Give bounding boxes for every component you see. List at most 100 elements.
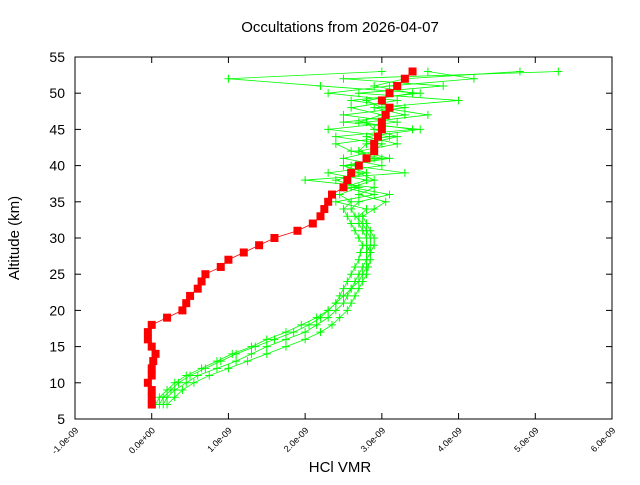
data-point-square (377, 125, 386, 134)
data-point-plus (339, 299, 348, 308)
data-point-plus (324, 89, 333, 98)
data-point-plus (339, 110, 348, 119)
data-point-plus (393, 96, 402, 105)
x-tick-label: 5.0e-09 (512, 425, 541, 454)
data-point-plus (370, 205, 379, 214)
data-point-square (308, 219, 317, 228)
series-line (162, 71, 520, 405)
data-point-plus (400, 168, 409, 177)
y-tick-label: 20 (49, 302, 65, 318)
data-point-square (147, 371, 156, 380)
data-point-square (239, 248, 248, 257)
data-point-plus (347, 147, 356, 156)
data-point-plus (416, 125, 425, 134)
data-point-plus (339, 205, 348, 214)
data-point-plus (347, 205, 356, 214)
data-point-plus (347, 183, 356, 192)
data-point-plus (423, 67, 432, 76)
data-point-plus (343, 212, 352, 221)
data-point-plus (331, 176, 340, 185)
data-point-plus (366, 241, 375, 250)
data-point-square (147, 386, 156, 395)
data-point-plus (362, 139, 371, 148)
x-axis-label: HCl VMR (309, 459, 372, 476)
series-line (155, 71, 474, 405)
data-point-square (374, 132, 383, 141)
data-point-plus (247, 349, 256, 358)
data-point-plus (454, 96, 463, 105)
data-point-square (347, 168, 356, 177)
data-point-square (377, 118, 386, 127)
plot-frame (74, 56, 613, 420)
x-tick-label: -1.0e-09 (50, 425, 81, 456)
data-point-plus (243, 357, 252, 366)
data-point-square (324, 197, 333, 206)
data-point-square (408, 67, 417, 76)
data-point-square (147, 342, 156, 351)
data-point-square (147, 364, 156, 373)
data-point-plus (347, 96, 356, 105)
data-point-plus (343, 291, 352, 300)
data-point-plus (297, 320, 306, 329)
data-point-plus (331, 197, 340, 206)
data-point-plus (354, 234, 363, 242)
data-point-plus (312, 320, 321, 329)
data-point-plus (335, 190, 344, 199)
data-point-plus (212, 364, 221, 373)
data-point-square (354, 161, 363, 170)
data-point-square (147, 393, 156, 402)
data-point-plus (408, 89, 417, 98)
data-point-square (143, 328, 152, 337)
data-point-square (255, 241, 264, 250)
data-point-square (147, 320, 156, 329)
data-point-square (362, 154, 371, 163)
data-point-square (393, 81, 402, 90)
data-point-square (370, 139, 379, 148)
data-point-plus (339, 74, 348, 83)
data-point-plus (354, 277, 363, 286)
data-point-square (182, 299, 191, 308)
data-point-square (201, 270, 210, 279)
data-point-plus (301, 335, 310, 344)
data-point-square (224, 255, 233, 264)
data-point-square (385, 103, 394, 112)
data-point-plus (377, 67, 386, 76)
x-tick-label: 2.0e-09 (282, 425, 311, 454)
data-point-square (385, 89, 394, 98)
data-point-square (370, 147, 379, 156)
data-point-plus (354, 89, 363, 98)
data-point-plus (351, 291, 360, 300)
data-point-plus (354, 255, 363, 264)
data-point-plus (335, 313, 344, 322)
data-point-plus (178, 386, 187, 395)
data-point-plus (385, 154, 394, 163)
y-axis-label: Altitude (km) (6, 196, 23, 280)
data-point-plus (370, 176, 379, 185)
data-point-plus (304, 320, 313, 329)
y-tick-label: 50 (49, 85, 65, 101)
data-point-plus (182, 371, 191, 380)
data-point-plus (232, 357, 241, 366)
data-point-plus (324, 125, 333, 134)
data-point-plus (351, 262, 360, 271)
data-point-plus (347, 219, 356, 228)
data-point-plus (224, 74, 233, 83)
y-tick-label: 10 (49, 375, 65, 391)
data-point-plus (377, 139, 386, 148)
data-point-square (147, 400, 156, 409)
data-point-plus (347, 284, 356, 293)
data-point-plus (327, 320, 336, 329)
x-tick-label: 4.0e-09 (435, 425, 464, 454)
data-point-plus (339, 161, 348, 170)
data-point-plus (351, 226, 360, 235)
data-point-plus (193, 371, 202, 380)
data-point-plus (362, 205, 371, 214)
data-point-plus (343, 277, 352, 286)
data-point-plus (170, 393, 179, 402)
data-point-plus (170, 378, 179, 387)
data-point-plus (423, 110, 432, 119)
data-point-plus (554, 67, 563, 76)
chart-title: Occultations from 2026-04-07 (241, 19, 439, 36)
data-point-square (327, 190, 336, 199)
data-point-plus (370, 125, 379, 134)
